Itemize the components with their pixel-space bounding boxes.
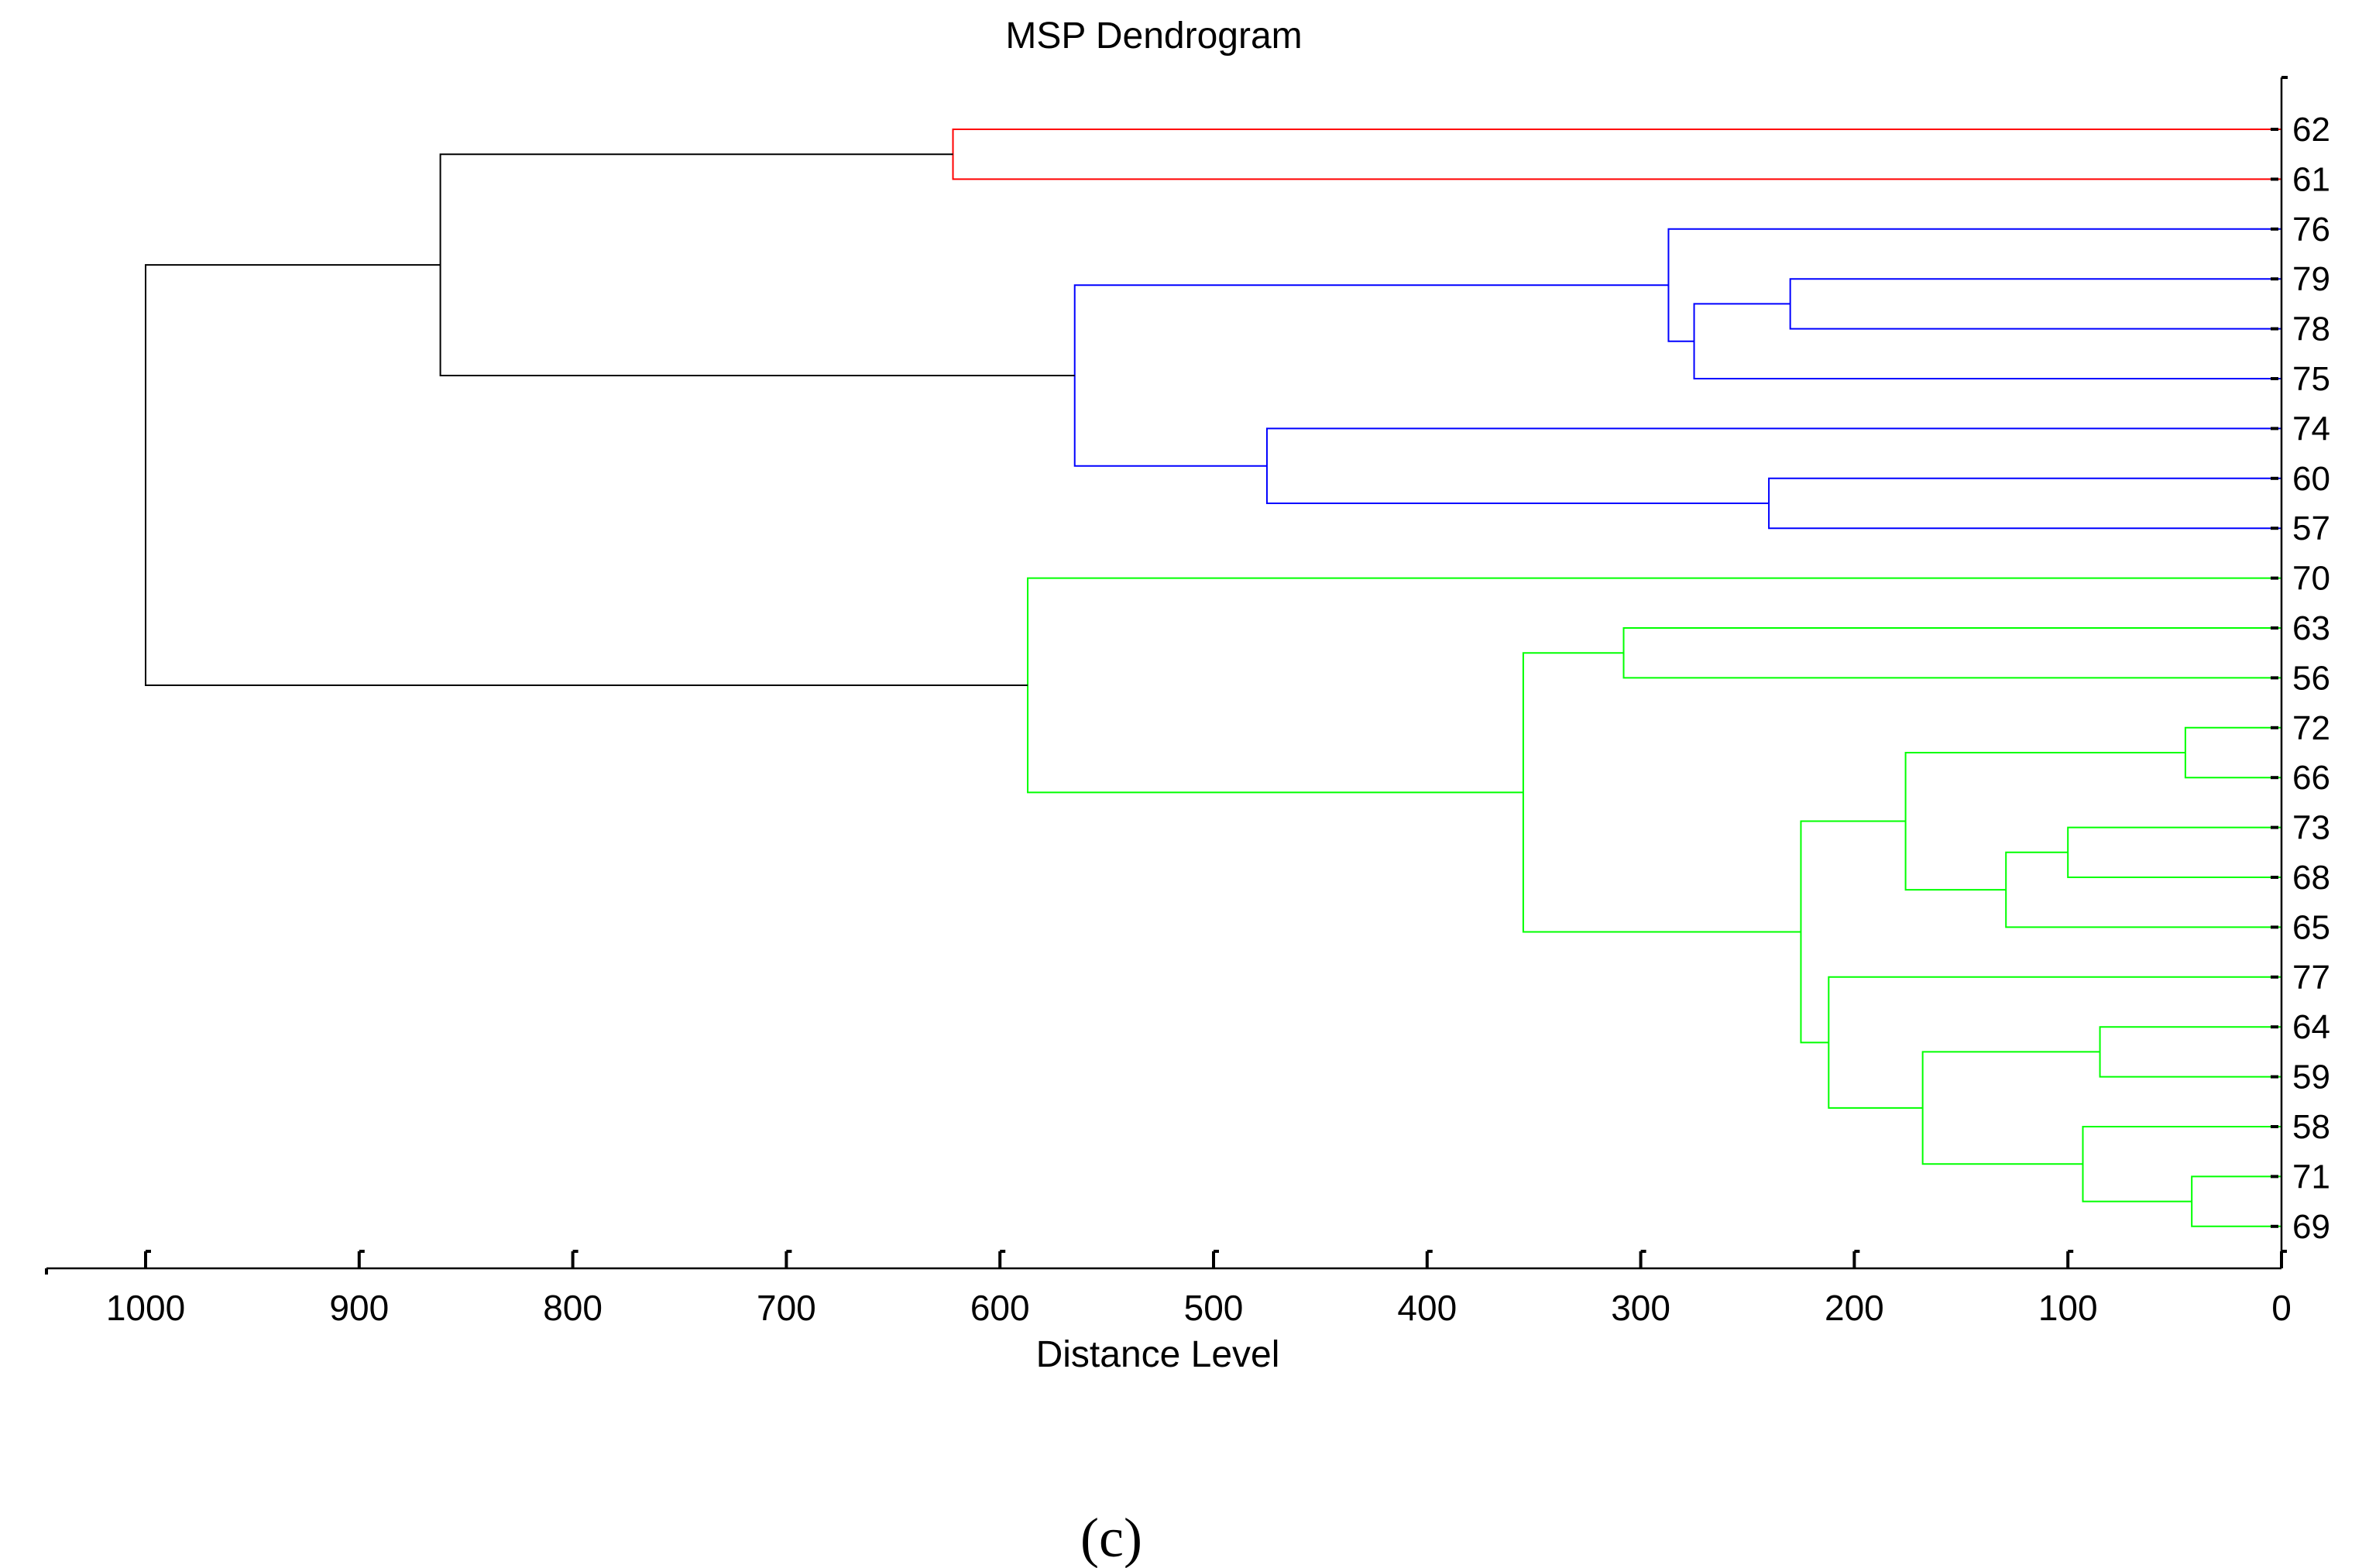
leaf-label-68: 68 <box>2292 859 2330 897</box>
leaf-label-62: 62 <box>2292 111 2330 149</box>
merge-c19 <box>1800 820 1906 1044</box>
leaf-label-73: 73 <box>2292 809 2330 847</box>
figure-caption: (c) <box>1080 1507 1142 1568</box>
leaf-label-69: 69 <box>2292 1208 2330 1246</box>
merge-c6 <box>1265 427 2281 504</box>
x-tick-label-900: 900 <box>329 1288 389 1328</box>
x-tick-label-700: 700 <box>757 1288 816 1328</box>
merge-c11 <box>2067 826 2281 878</box>
leaf-label-56: 56 <box>2292 659 2330 697</box>
merge-c9 <box>1622 627 2281 679</box>
leaf-axis: 62 61 76 79 78 75 74 60 57 70 63 56 72 66 73 68 65 77 64 59… <box>2271 76 2330 1268</box>
merge-c3 <box>1693 303 2281 379</box>
leaf-label-71: 71 <box>2292 1158 2330 1196</box>
leaf-label-66: 66 <box>2292 759 2330 797</box>
leaf-label-61: 61 <box>2292 160 2330 198</box>
x-tick-label-400: 400 <box>1397 1288 1457 1328</box>
leaf-label-75: 75 <box>2292 360 2330 398</box>
leaf-label-74: 74 <box>2292 410 2330 448</box>
merge-c7 <box>1073 284 1669 467</box>
merge-c4 <box>1667 228 2281 342</box>
x-tick-label-600: 600 <box>970 1288 1030 1328</box>
merge-c22 <box>145 264 1028 686</box>
x-axis-label: Distance Level <box>1036 1334 1280 1375</box>
merge-c14 <box>2099 1026 2281 1078</box>
merge-c15 <box>2191 1175 2281 1227</box>
dendrogram-branches <box>145 129 2281 1227</box>
x-tick-label-100: 100 <box>2038 1288 2098 1328</box>
leaf-label-79: 79 <box>2292 260 2330 298</box>
merge-c20 <box>1522 652 1801 933</box>
leaf-label-58: 58 <box>2292 1108 2330 1146</box>
leaf-label-64: 64 <box>2292 1008 2330 1046</box>
leaf-label-59: 59 <box>2292 1058 2330 1096</box>
x-tick-label-0: 0 <box>2271 1288 2292 1328</box>
leaf-label-76: 76 <box>2292 211 2330 249</box>
merge-c12 <box>2005 851 2281 928</box>
leaf-label-77: 77 <box>2292 959 2330 997</box>
x-tick-label-800: 800 <box>543 1288 603 1328</box>
merge-c17 <box>1921 1051 2100 1165</box>
leaf-label-57: 57 <box>2292 510 2330 547</box>
leaf-label-72: 72 <box>2292 709 2330 747</box>
merge-c5 <box>1768 477 2281 530</box>
x-tick-label-500: 500 <box>1184 1288 1244 1328</box>
merge-c1 <box>952 129 2281 180</box>
x-axis: 1000 900 800 700 600 500 400 300 200 100 0 <box>45 1250 2292 1328</box>
merge-c13 <box>1904 752 2185 891</box>
chart-title: MSP Dendrogram <box>1005 15 1302 57</box>
leaf-label-70: 70 <box>2292 560 2330 598</box>
merge-c10 <box>2184 726 2281 779</box>
merge-c21 <box>1027 577 2281 794</box>
leaf-label-78: 78 <box>2292 311 2330 348</box>
merge-c18 <box>1828 976 2281 1109</box>
x-tick-label-200: 200 <box>1825 1288 1884 1328</box>
merge-c2 <box>1789 278 2281 330</box>
merge-c8 <box>439 153 1075 376</box>
leaf-label-60: 60 <box>2292 460 2330 498</box>
x-tick-label-300: 300 <box>1611 1288 1670 1328</box>
leaf-label-65: 65 <box>2292 908 2330 946</box>
merge-c16 <box>2082 1126 2281 1203</box>
leaf-label-63: 63 <box>2292 609 2330 647</box>
x-tick-label-1000: 1000 <box>106 1288 185 1328</box>
